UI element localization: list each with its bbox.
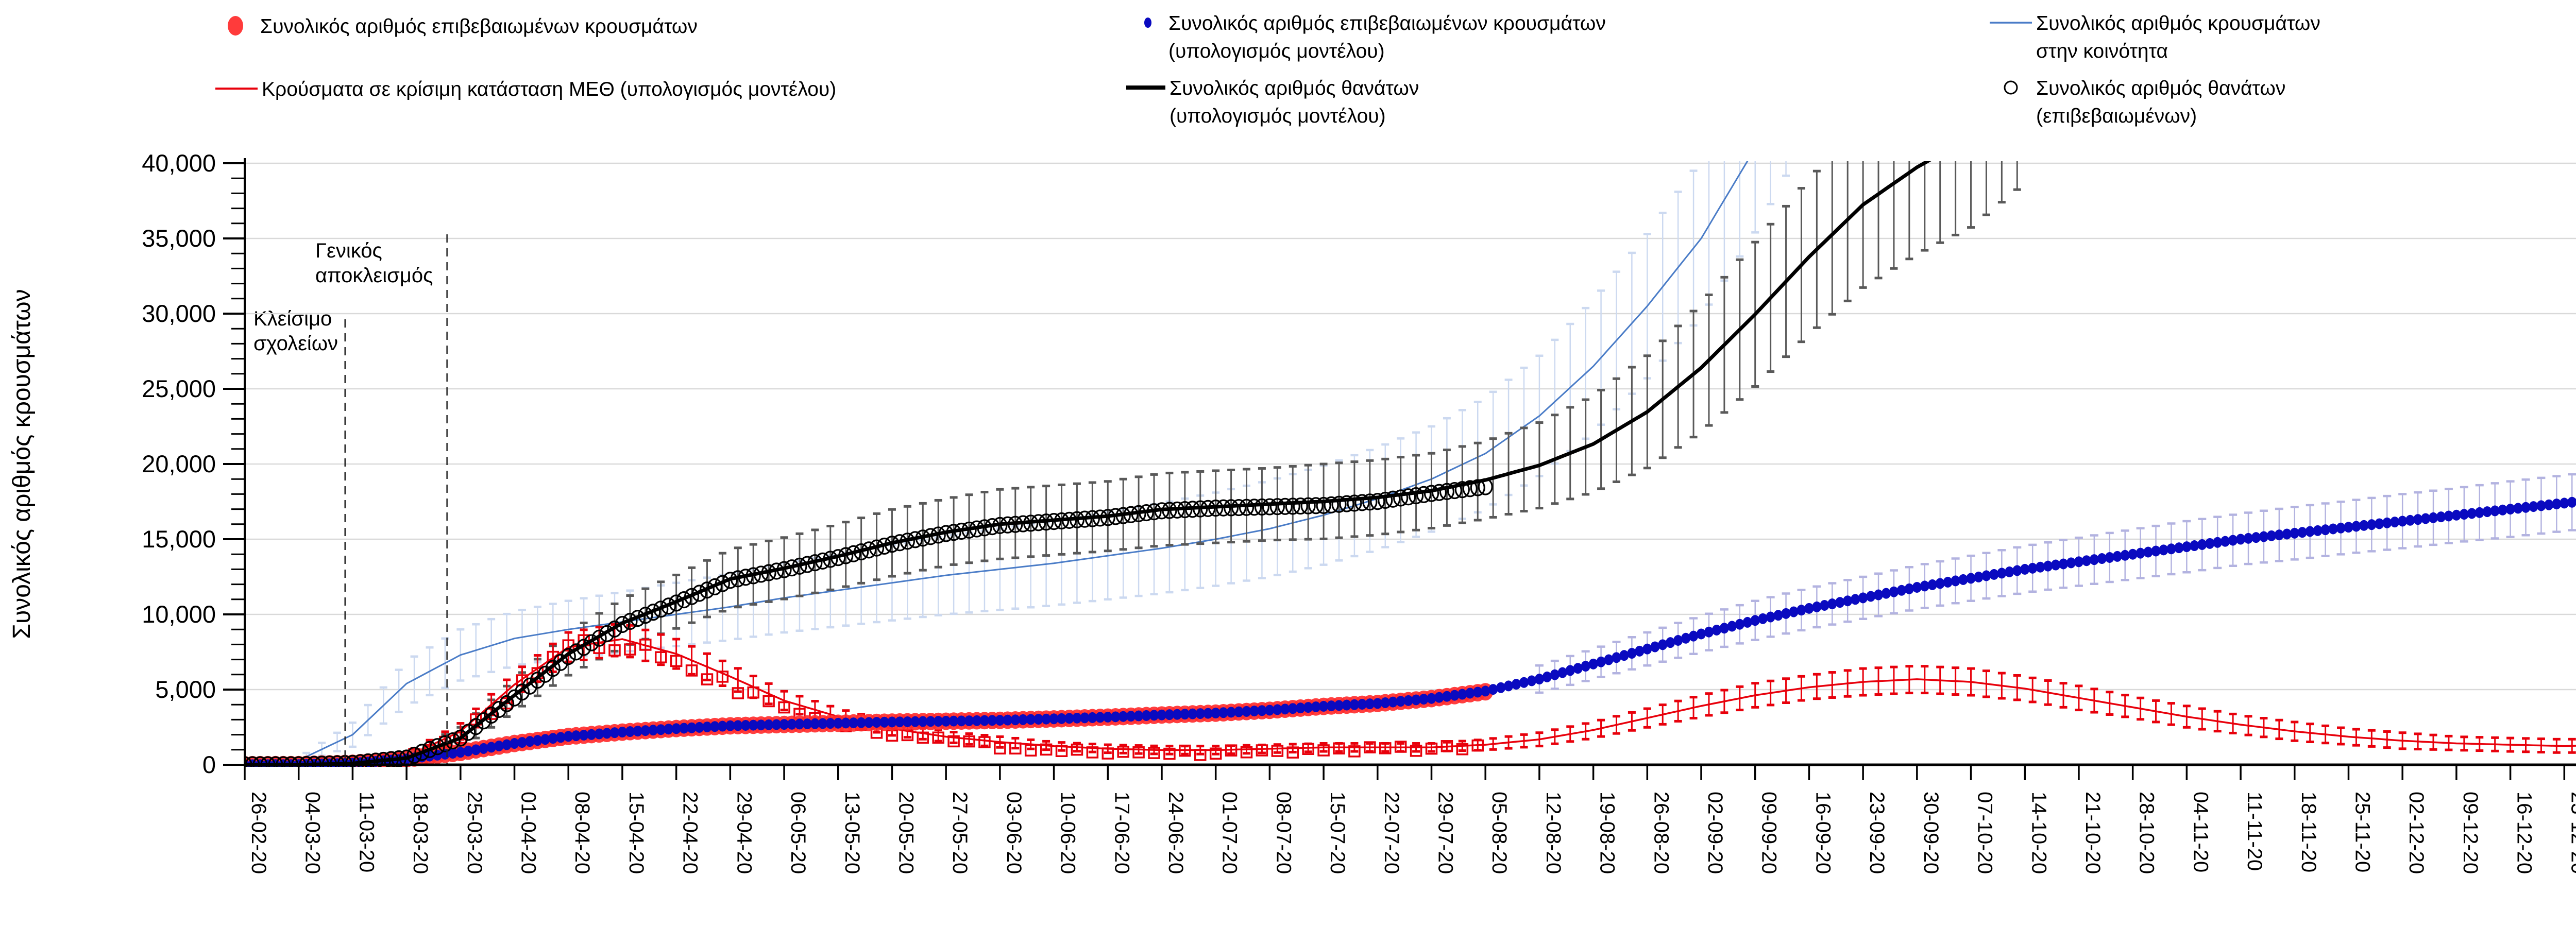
x-axis-tick-label: 14-10-20 [2027, 792, 2050, 874]
x-axis-tick-label: 16-12-20 [2513, 792, 2536, 874]
annotation-label: Κλείσιμο [253, 307, 332, 330]
legend-label: Συνολικός αριθμός επιβεβαιωμένων κρουσμά… [260, 15, 698, 38]
y-axis-left-tick-label: 25,000 [142, 375, 216, 402]
x-axis-tick-label: 15-07-20 [1326, 792, 1349, 874]
series-model_cases-errorbars [1535, 473, 2576, 694]
x-axis-tick-label: 01-07-20 [1218, 792, 1241, 874]
x-axis-tick-label: 24-06-20 [1164, 792, 1187, 874]
annotation-school-closure: Κλείσιμο σχολείων [253, 307, 338, 355]
open-circle-icon [2004, 80, 2018, 95]
legend-label: Συνολικός αριθμός κρουσμάτων [2036, 12, 2320, 35]
y-axis-left-tick-label: 15,000 [142, 525, 216, 553]
x-axis-tick-label: 21-10-20 [2081, 792, 2104, 874]
x-axis-tick-label: 27-05-20 [948, 792, 971, 874]
y-axis-title-left: Συνολικός αριθμός κρουσμάτων [8, 289, 36, 639]
x-axis-tick-label: 04-11-20 [2189, 792, 2212, 872]
annotation-label: αποκλεισμός [315, 264, 433, 287]
red-dot-icon [228, 16, 243, 36]
x-axis-tick-label: 25-03-20 [463, 792, 486, 874]
x-axis-tick-label: 08-04-20 [571, 792, 594, 874]
x-axis-tick-label: 18-03-20 [409, 792, 432, 874]
x-axis-tick-label: 23-09-20 [1866, 792, 1888, 874]
legend-item-confirmed-cases: Συνολικός αριθμός επιβεβαιωμένων κρουσμά… [228, 15, 698, 38]
x-axis-tick-label: 07-10-20 [1974, 792, 1996, 874]
x-axis-tick-label: 26-02-20 [247, 792, 270, 874]
x-axis-tick-label: 12-08-20 [1542, 792, 1565, 874]
legend-item-community-cases: Συνολικός αριθμός κρουσμάτων στην κοινότ… [1990, 12, 2320, 62]
annotation-general-lockdown: Γενικός αποκλεισμός [315, 239, 433, 287]
x-axis-tick-label: 30-09-20 [1920, 792, 1942, 874]
y-axis-left-tick-label: 0 [202, 751, 216, 778]
x-axis-tick-label: 15-04-20 [625, 792, 648, 874]
legend-item-icu-model: Κρούσματα σε κρίσιμη κατάσταση ΜΕΘ (υπολ… [215, 78, 836, 100]
chart-legend: Συνολικός αριθμός επιβεβαιωμένων κρουσμά… [215, 12, 2320, 127]
x-axis-tick-label: 02-12-20 [2405, 792, 2428, 874]
series-model_cases-markers [245, 496, 2576, 767]
x-axis-tick-label: 19-08-20 [1596, 792, 1619, 874]
x-axis-tick-label: 20-05-20 [894, 792, 917, 874]
y-axis-left-tick-label: 10,000 [142, 600, 216, 628]
legend-label: Κρούσματα σε κρίσιμη κατάσταση ΜΕΘ (υπολ… [262, 78, 836, 100]
legend-label: (υπολογισμός μοντέλου) [1170, 105, 1386, 127]
x-axis-tick-label: 06-05-20 [787, 792, 809, 874]
legend-label: Συνολικός αριθμός θανάτων [2036, 77, 2285, 99]
x-axis-tick-label: 29-04-20 [733, 792, 755, 874]
annotation-label: σχολείων [253, 332, 338, 355]
series-deaths_model-errorbars [245, 161, 2021, 767]
series-deaths_model-line [245, 161, 1931, 767]
x-axis-tick-label: 17-06-20 [1110, 792, 1133, 874]
x-axis-tick-label: 08-07-20 [1272, 792, 1295, 874]
y-axis-left-tick-label: 30,000 [142, 300, 216, 327]
legend-item-deaths-observed: Συνολικός αριθμός θανάτων (επιβεβαιωμένω… [2004, 77, 2285, 127]
blue-dot-icon [1144, 18, 1151, 28]
x-axis-tick-label: 09-09-20 [1758, 792, 1781, 874]
x-axis-tick-label: 09-12-20 [2459, 792, 2482, 874]
legend-label: (επιβεβαιωμένων) [2036, 105, 2197, 127]
y-axis-left-tick-label: 5,000 [155, 676, 216, 703]
x-axis-tick-label: 05-08-20 [1488, 792, 1511, 874]
x-axis-tick-label: 25-11-20 [2351, 792, 2374, 872]
x-axis-tick-label: 11-03-20 [355, 792, 378, 872]
gridlines [245, 162, 2576, 691]
series-deaths_observed-markers [245, 478, 1493, 767]
legend-label: Συνολικός αριθμός θανάτων [1170, 77, 1419, 99]
series-layer [245, 161, 2576, 767]
x-axis-tick-label: 18-11-20 [2297, 792, 2320, 872]
x-axis-tick-label: 16-09-20 [1811, 792, 1834, 874]
x-axis-tick-label: 01-04-20 [517, 792, 540, 874]
annotation-label: Γενικός [315, 239, 382, 262]
x-axis-tick-label: 28-10-20 [2136, 792, 2158, 874]
y-axis-left-tick-label: 35,000 [142, 225, 216, 252]
x-axis-tick-label: 11-11-20 [2243, 792, 2266, 871]
x-axis-tick-label: 26-08-20 [1650, 792, 1672, 874]
plot-area: 0 5,000 10,000 15,000 20,000 25,000 30,000 35,0… [142, 149, 2576, 874]
legend-label: (υπολογισμός μοντέλου) [1168, 40, 1385, 62]
legend-item-deaths-model: Συνολικός αριθμός θανάτων (υπολογισμός μ… [1126, 77, 1419, 127]
legend-label: στην κοινότητα [2036, 40, 2168, 62]
x-axis-tick-label: 10-06-20 [1057, 792, 1079, 874]
x-axis-tick-label: 22-07-20 [1380, 792, 1403, 874]
x-axis-tick-label: 04-03-20 [301, 792, 324, 874]
x-axis-tick-label: 22-04-20 [679, 792, 702, 874]
legend-label: Συνολικός αριθμός επιβεβαιωμένων κρουσμά… [1168, 12, 1606, 35]
y-axis-left-tick-label: 20,000 [142, 450, 216, 477]
legend-item-model-cases: Συνολικός αριθμός επιβεβαιωμένων κρουσμά… [1144, 12, 1606, 62]
x-axis-tick-label: 13-05-20 [841, 792, 863, 874]
x-axis-tick-label: 29-07-20 [1434, 792, 1457, 874]
x-axis-tick-label: 03-06-20 [1003, 792, 1025, 874]
y-axis-left-tick-label: 40,000 [142, 149, 216, 177]
series-community_cases-line [245, 161, 1749, 765]
axes: 0 5,000 10,000 15,000 20,000 25,000 30,000 35,0… [142, 149, 2576, 874]
x-axis-tick-label: 02-09-20 [1704, 792, 1726, 874]
x-axis-tick-label: 23-12-20 [2567, 792, 2576, 874]
